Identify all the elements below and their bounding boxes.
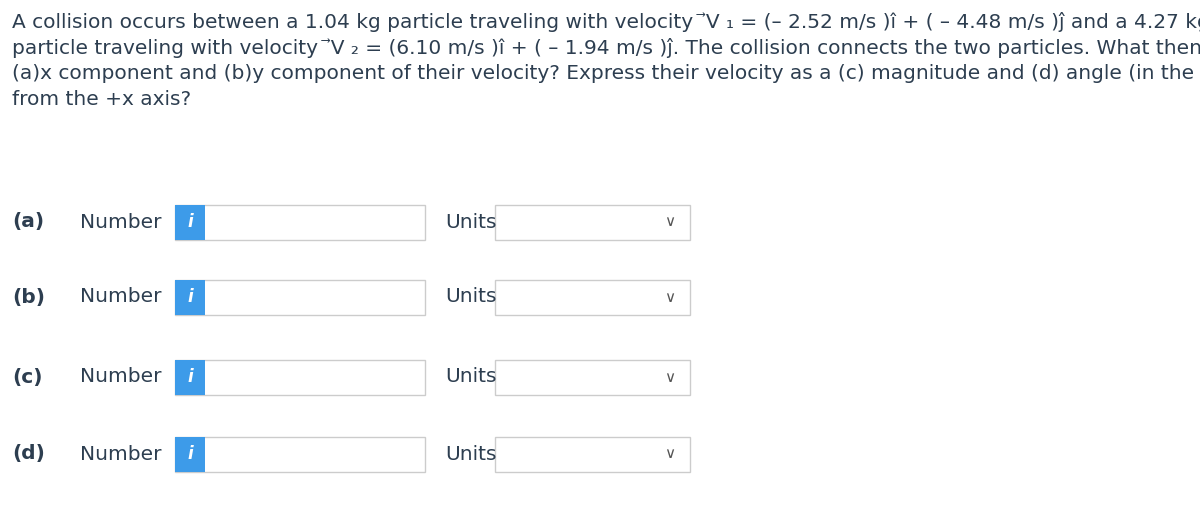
- Text: Number: Number: [80, 444, 162, 464]
- Bar: [175, 360, 205, 395]
- Text: Units: Units: [445, 444, 497, 464]
- Text: from the +x axis?: from the +x axis?: [12, 90, 191, 109]
- Bar: [496, 280, 690, 315]
- Text: (b): (b): [12, 288, 46, 306]
- Text: A collision occurs between a 1.04 kg particle traveling with velocity  ⃗V ₁ = (–: A collision occurs between a 1.04 kg par…: [12, 12, 1200, 32]
- Text: Number: Number: [80, 367, 162, 387]
- Text: ∨: ∨: [665, 446, 676, 462]
- Text: Units: Units: [445, 213, 497, 231]
- Bar: [175, 280, 205, 315]
- Bar: [496, 360, 690, 395]
- Text: Units: Units: [445, 367, 497, 387]
- Text: i: i: [187, 445, 193, 463]
- Text: i: i: [187, 213, 193, 231]
- Text: i: i: [187, 368, 193, 386]
- Text: ∨: ∨: [665, 290, 676, 304]
- Bar: [175, 205, 205, 240]
- Text: i: i: [187, 288, 193, 306]
- Bar: [175, 360, 425, 395]
- Text: Units: Units: [445, 288, 497, 306]
- Bar: [496, 205, 690, 240]
- Text: Number: Number: [80, 288, 162, 306]
- Text: ∨: ∨: [665, 215, 676, 229]
- Text: (c): (c): [12, 367, 42, 387]
- Text: particle traveling with velocity  ⃗V ₂ = (6.10 m/s )î + ( – 1.94 m/s )ĵ. The col: particle traveling with velocity ⃗V ₂ = …: [12, 38, 1200, 58]
- Bar: [175, 205, 425, 240]
- Bar: [496, 437, 690, 472]
- Bar: [175, 437, 205, 472]
- Text: ∨: ∨: [665, 369, 676, 384]
- Text: Number: Number: [80, 213, 162, 231]
- Text: (d): (d): [12, 444, 44, 464]
- Text: (a): (a): [12, 213, 44, 231]
- Text: (a)x component and (b)y component of their velocity? Express their velocity as a: (a)x component and (b)y component of the…: [12, 64, 1200, 83]
- Bar: [175, 437, 425, 472]
- Bar: [175, 280, 425, 315]
